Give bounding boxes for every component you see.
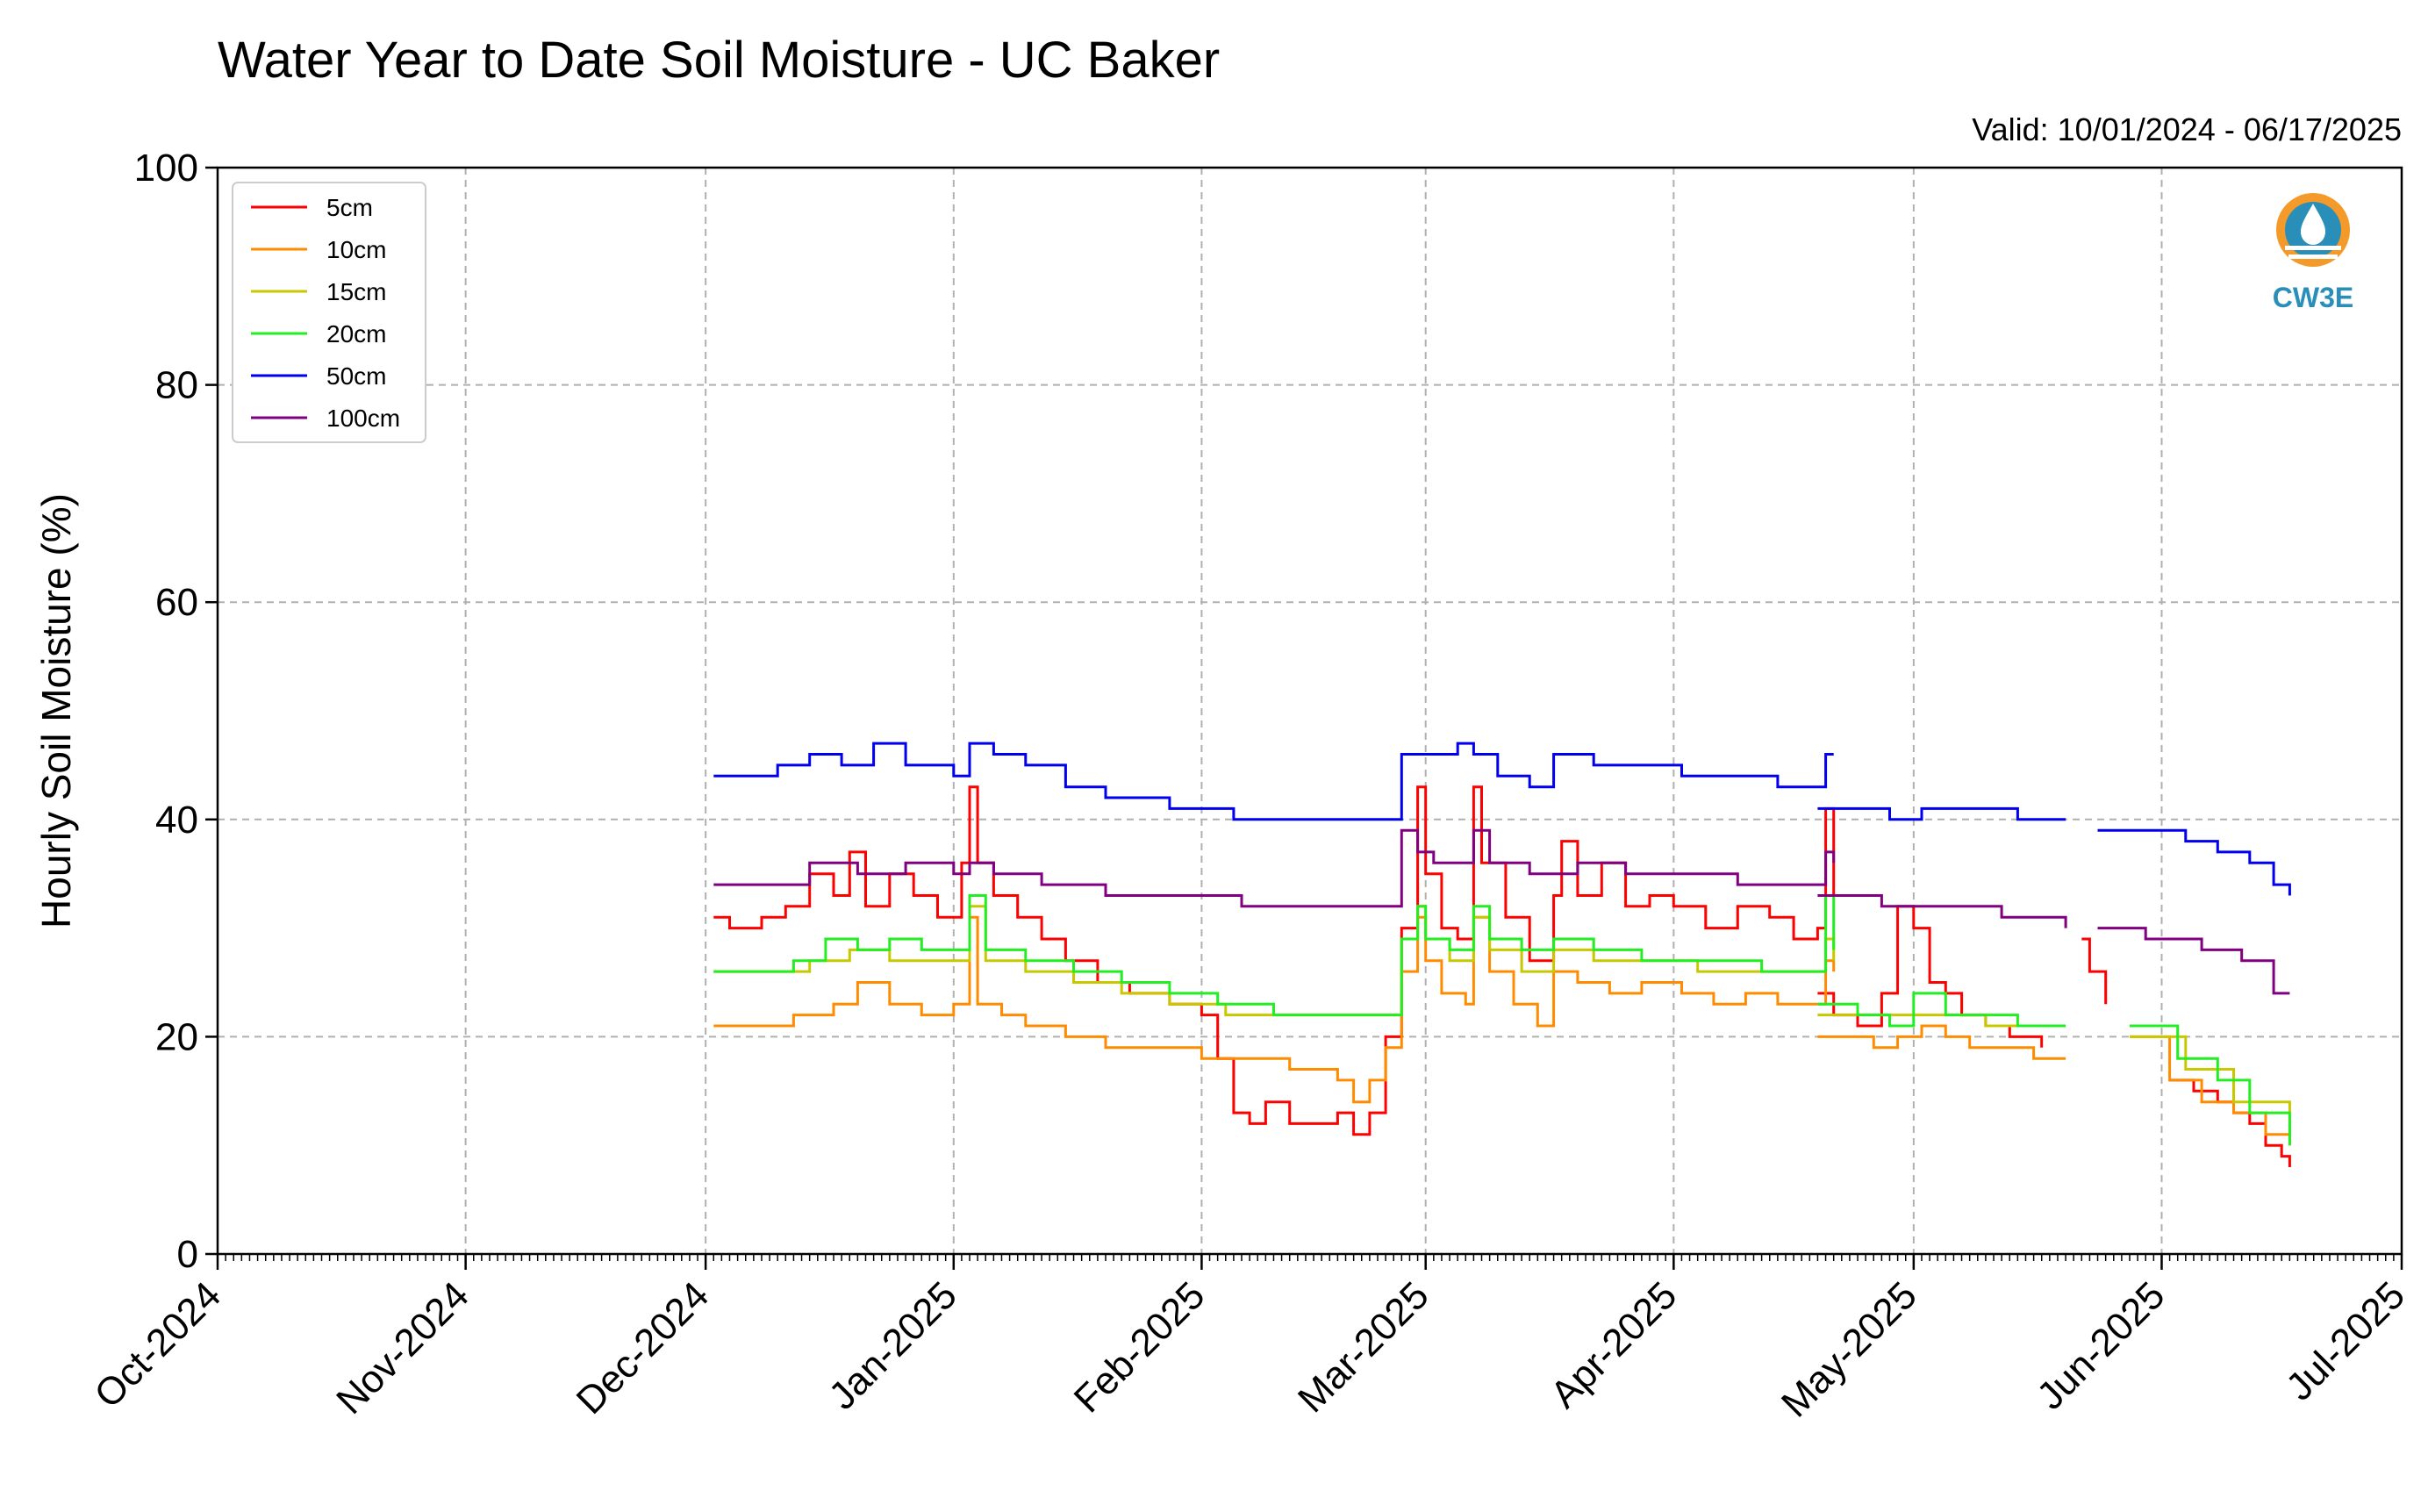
x-tick-label: Dec-2024 (569, 1273, 718, 1422)
cw3e-logo: CW3E (2273, 193, 2353, 313)
y-tick-label: 100 (134, 147, 198, 190)
series-line-5cm (2081, 937, 2108, 1005)
legend-box (232, 182, 426, 443)
series-line-15cm (1817, 1014, 2050, 1028)
legend: 5cm 10cm 15cm 20cm 50cm 100cm (232, 182, 426, 443)
y-tick-label: 40 (155, 799, 198, 842)
series-line-5cm (713, 785, 1836, 1136)
logo-wave-1 (2285, 246, 2341, 250)
y-axis-label: Hourly Soil Moisture (%) (33, 493, 79, 928)
x-tick-label: Jan-2025 (820, 1273, 964, 1417)
series-line-20cm (1817, 992, 2066, 1028)
y-tick-label: 80 (155, 364, 198, 407)
x-tick-label: Apr-2025 (1543, 1273, 1686, 1416)
series-line-15cm (2130, 1035, 2291, 1135)
legend-label-100cm: 100cm (326, 405, 400, 432)
y-tick-label: 60 (155, 581, 198, 624)
chart-title: Water Year to Date Soil Moisture - UC Ba… (218, 32, 1220, 89)
y-tick-label: 0 (177, 1233, 198, 1276)
series-lines (713, 742, 2291, 1167)
legend-label-5cm: 5cm (326, 194, 373, 221)
series-line-50cm (2097, 828, 2291, 896)
series-line-20cm (713, 894, 1836, 1017)
series-line-50cm (1817, 806, 2066, 821)
x-axis-ticks: Oct-2024 Nov-2024 Dec-2024 Jan-2025 Feb-2025… (86, 1254, 2413, 1425)
series-line-100cm (2097, 927, 2290, 995)
x-tick-label: Jul-2025 (2278, 1273, 2413, 1408)
valid-range: Valid: 10/01/2024 - 06/17/2025 (1972, 111, 2402, 147)
grid (218, 168, 2402, 1254)
legend-label-50cm: 50cm (326, 362, 386, 390)
series-line-10cm (1817, 1024, 2066, 1060)
x-tick-label: Feb-2025 (1066, 1273, 1214, 1421)
x-tick-label: Oct-2024 (86, 1273, 229, 1416)
x-tick-label: Nov-2024 (328, 1273, 477, 1422)
plot-frame (216, 166, 2403, 1256)
x-tick-label: Jun-2025 (2029, 1273, 2173, 1417)
y-axis-ticks: 0 20 40 60 80 100 (134, 147, 218, 1276)
logo-text: CW3E (2273, 282, 2353, 313)
water-drop-icon (2301, 204, 2325, 245)
series-line-50cm (713, 742, 1834, 821)
y-tick-label: 20 (155, 1015, 198, 1058)
series-line-20cm (2130, 1024, 2291, 1146)
legend-label-15cm: 15cm (326, 278, 386, 305)
series-line-10cm (713, 915, 1836, 1104)
x-tick-label: Mar-2025 (1290, 1273, 1437, 1421)
series-line-100cm (1817, 894, 2067, 928)
logo-wave-2 (2288, 254, 2338, 259)
legend-label-10cm: 10cm (326, 236, 386, 263)
series-line-5cm (2169, 1078, 2291, 1167)
series-line-100cm (713, 828, 1836, 908)
x-tick-label: May-2025 (1773, 1273, 1925, 1425)
legend-label-20cm: 20cm (326, 320, 386, 348)
